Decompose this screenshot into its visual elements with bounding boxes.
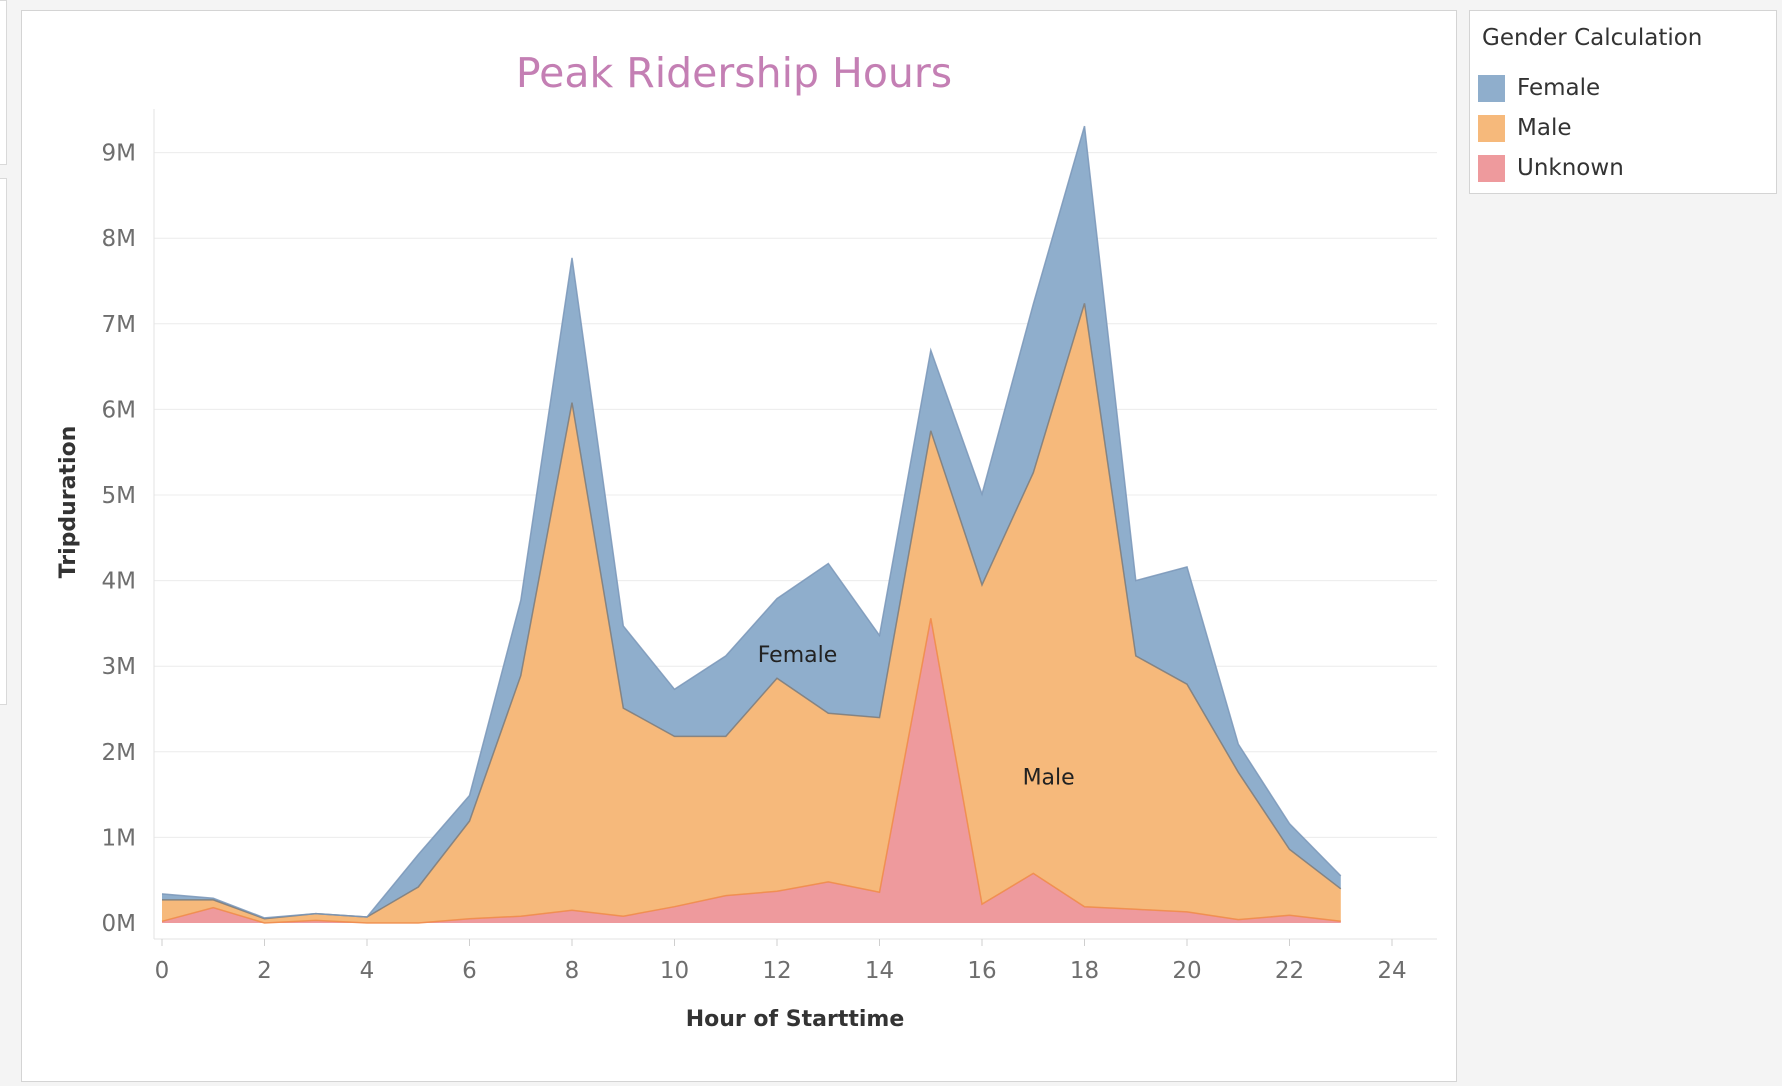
- area-series[interactable]: [161, 125, 1342, 924]
- x-tick-label: 2: [257, 958, 272, 984]
- series-line-female: [161, 125, 1342, 919]
- y-tick-label: 6M: [102, 397, 136, 423]
- x-tick-label: 0: [155, 958, 170, 984]
- legend: Gender Calculation Female Male Unknown: [1469, 10, 1777, 194]
- x-tick-label: 20: [1172, 958, 1201, 984]
- x-tick-label: 16: [967, 958, 996, 984]
- x-tick-label: 8: [565, 958, 580, 984]
- area-label-female: Female: [758, 643, 838, 668]
- y-tick-label: 1M: [102, 825, 136, 851]
- area-labels: Female Male: [758, 643, 1075, 790]
- x-tick-label: 18: [1070, 958, 1099, 984]
- legend-item-male[interactable]: Male: [1478, 113, 1571, 143]
- x-tick-label: 4: [360, 958, 375, 984]
- y-tick-label: 8M: [102, 226, 136, 252]
- y-axis-title: Tripduration: [56, 426, 81, 579]
- x-tick-label: 22: [1275, 958, 1304, 984]
- y-tick-label: 5M: [102, 483, 136, 509]
- left-panel-edge: [0, 178, 7, 705]
- legend-label: Female: [1517, 75, 1601, 101]
- series-line-unknown: [161, 618, 1341, 924]
- legend-swatch-male: [1478, 114, 1505, 142]
- chart-title: Peak Ridership Hours: [516, 49, 952, 97]
- legend-label: Male: [1517, 115, 1572, 141]
- y-tick-label: 2M: [102, 740, 136, 766]
- legend-item-unknown[interactable]: Unknown: [1478, 153, 1624, 183]
- x-tick-label: 24: [1377, 958, 1406, 984]
- gridlines: [154, 152, 1437, 838]
- area-chart: Peak Ridership Hours 0M 1M 2M 3M 4M 5M 6M 7M 8M 9…: [56, 49, 1437, 1032]
- y-tick-label: 7M: [102, 312, 136, 338]
- area-female: [162, 126, 1341, 919]
- area-male: [162, 303, 1341, 923]
- legend-item-female[interactable]: Female: [1478, 73, 1600, 103]
- area-label-male: Male: [1023, 765, 1075, 790]
- left-panel-edge: [0, 0, 7, 165]
- y-tick-label: 9M: [102, 141, 136, 167]
- x-tick-label: 12: [762, 958, 791, 984]
- legend-label: Unknown: [1517, 155, 1624, 181]
- x-tick-label: 14: [865, 958, 894, 984]
- legend-swatch-unknown: [1478, 154, 1505, 182]
- x-tick-label: 6: [462, 958, 477, 984]
- y-tick-label: 4M: [102, 569, 136, 595]
- chart-panel: Peak Ridership Hours 0M 1M 2M 3M 4M 5M 6M 7M 8M 9…: [21, 10, 1457, 1082]
- y-tick-label: 0M: [102, 911, 136, 937]
- y-tick-label: 3M: [102, 654, 136, 680]
- x-axis-title: Hour of Starttime: [686, 1007, 905, 1032]
- x-tick-label: 10: [660, 958, 689, 984]
- legend-title: Gender Calculation: [1482, 25, 1703, 51]
- legend-swatch-female: [1478, 74, 1505, 102]
